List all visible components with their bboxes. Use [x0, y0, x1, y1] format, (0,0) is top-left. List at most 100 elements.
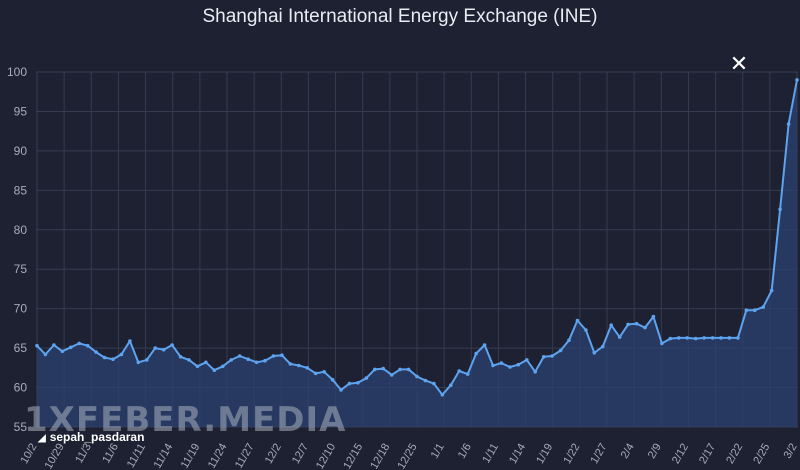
data-point — [677, 336, 681, 340]
chart-title: Shanghai International Energy Exchange (… — [202, 6, 598, 27]
data-point — [69, 345, 73, 350]
data-point — [330, 377, 335, 382]
data-point — [161, 347, 166, 352]
data-point — [128, 339, 132, 343]
data-point — [423, 378, 428, 383]
x-tick-label: 1/27 — [588, 442, 609, 467]
data-point — [651, 314, 656, 319]
data-point — [440, 392, 445, 397]
x-tick-label: 2/17 — [697, 442, 718, 467]
data-point — [381, 366, 386, 371]
data-point — [187, 358, 191, 362]
data-point — [575, 318, 580, 323]
data-point — [212, 368, 217, 373]
x-tick-label: 2/4 — [619, 442, 637, 461]
x-tick-label: 12/7 — [290, 442, 311, 467]
data-point — [795, 78, 799, 82]
data-point — [786, 122, 791, 126]
x-tick-label: 11/24 — [206, 442, 230, 470]
data-point — [601, 344, 605, 349]
y-tick-label: 80 — [14, 223, 28, 237]
data-point — [271, 354, 276, 358]
data-point — [313, 371, 318, 376]
data-point — [584, 328, 588, 332]
data-point — [541, 355, 546, 359]
data-point — [457, 369, 462, 373]
x-tick-label: 1/1 — [429, 442, 447, 461]
data-point — [136, 360, 141, 365]
data-point — [432, 381, 436, 386]
data-point — [415, 374, 419, 379]
data-point — [119, 352, 124, 357]
data-point — [660, 341, 664, 346]
data-point — [533, 370, 537, 374]
x-tick-label: 2/12 — [670, 442, 691, 467]
data-point — [246, 357, 250, 362]
data-point — [449, 383, 453, 388]
data-point — [389, 373, 394, 377]
data-point — [525, 358, 529, 362]
x-tick-label: 11/11 — [125, 442, 148, 470]
y-tick-label: 100 — [7, 65, 27, 79]
x-tick-label: 1/19 — [534, 442, 555, 467]
data-point — [719, 336, 723, 340]
data-point — [102, 355, 107, 360]
x-tick-label: 12/10 — [314, 442, 338, 470]
x-tick-label: 11/6 — [100, 442, 121, 466]
data-point — [567, 338, 571, 343]
x-tick-label: 12/18 — [368, 442, 392, 470]
y-tick-label: 60 — [14, 381, 28, 395]
y-tick-label: 85 — [14, 183, 28, 197]
data-point — [693, 336, 698, 341]
data-point — [668, 336, 673, 341]
data-point — [769, 288, 774, 293]
data-point — [558, 348, 563, 353]
data-point — [280, 353, 284, 358]
data-point — [550, 354, 554, 358]
x-tick-label: 1/14 — [507, 442, 528, 467]
data-point — [85, 343, 90, 348]
x-tick-label: 1/11 — [480, 442, 501, 466]
data-point — [761, 305, 765, 309]
y-tick-label: 90 — [14, 144, 28, 158]
data-point — [491, 363, 495, 368]
data-point — [52, 343, 56, 347]
data-point — [263, 358, 267, 363]
data-point — [609, 323, 613, 328]
close-icon[interactable]: ✕ — [729, 52, 749, 77]
data-point — [305, 366, 310, 370]
data-point — [111, 357, 115, 362]
data-point — [634, 321, 639, 326]
data-point — [288, 362, 293, 366]
series-area — [37, 79, 797, 428]
data-point — [398, 367, 402, 372]
x-tick-label: 10/2 — [18, 442, 39, 467]
data-point — [702, 336, 706, 340]
data-point — [373, 367, 377, 372]
x-tick-label: 1/22 — [561, 442, 582, 467]
data-point — [356, 381, 360, 385]
x-tick-label: 12/2 — [263, 442, 284, 467]
data-point — [465, 372, 470, 376]
data-point — [195, 364, 200, 369]
data-point — [406, 367, 411, 372]
x-tick-label: 2/25 — [751, 442, 772, 467]
data-point — [474, 351, 478, 356]
data-point — [339, 388, 343, 392]
data-point — [254, 360, 259, 365]
data-point — [237, 354, 242, 358]
data-point — [643, 325, 647, 330]
watermark-text: 1XFEBER.MEDIA — [24, 400, 347, 440]
x-tick-label: 11/3 — [73, 442, 94, 466]
data-point — [170, 343, 174, 347]
data-point — [626, 322, 630, 327]
data-point — [778, 207, 782, 212]
data-point — [221, 364, 225, 369]
x-tick-label: 3/2 — [782, 442, 800, 461]
data-point — [347, 381, 352, 386]
y-tick-label: 55 — [14, 420, 28, 434]
x-tick-label: 12/25 — [395, 442, 419, 470]
data-point — [744, 308, 749, 313]
data-point — [322, 370, 326, 374]
x-tick-label: 2/22 — [724, 442, 745, 467]
